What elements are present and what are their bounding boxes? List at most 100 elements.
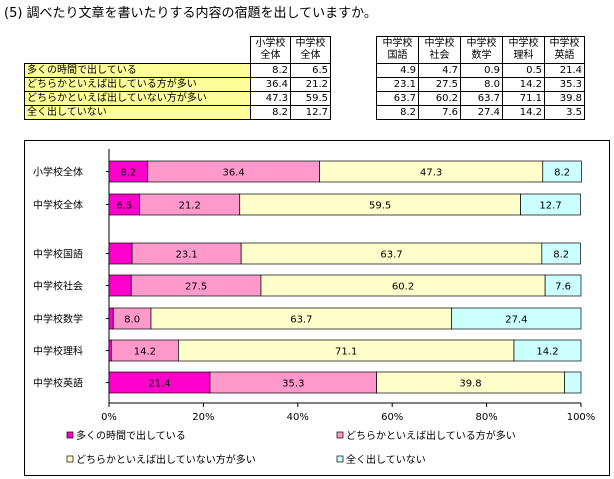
data-label: 8.2 xyxy=(553,250,569,261)
bar-segment xyxy=(544,274,582,297)
bar-segment xyxy=(451,307,582,330)
table-cell: 47.3 xyxy=(250,91,291,106)
column-header: 中学校 理科 xyxy=(502,36,545,64)
row-label: 多くの時間で出している xyxy=(24,63,251,78)
data-label: 8.0 xyxy=(124,315,140,326)
table-row: 多くの時間で出している 8.2 6.5 4.9 4.7 0.9 0.5 21.4 xyxy=(24,63,585,78)
column-header: 中学校 数学 xyxy=(460,36,503,64)
table-cell: 8.2 xyxy=(250,63,291,78)
data-label: 47.3 xyxy=(420,168,442,179)
table-cell: 8.2 xyxy=(376,105,419,120)
table-row: どちらかといえば出していない方が多い 47.3 59.5 63.7 60.2 6… xyxy=(24,91,585,106)
bar-segment xyxy=(520,193,581,216)
category-label: 中学校国語 xyxy=(33,248,83,261)
data-label: 23.1 xyxy=(176,250,198,261)
x-tick-label: 80% xyxy=(475,412,497,423)
row-label: 全く出していない xyxy=(24,105,251,120)
question-title: (5) 調べたり文章を書いたりする内容の宿題を出していますか。 xyxy=(4,6,377,21)
legend-swatch xyxy=(336,455,344,463)
table-cell: 8.0 xyxy=(460,77,503,92)
bar-segment xyxy=(108,242,133,265)
bar-segment xyxy=(108,339,112,362)
column-gap xyxy=(330,77,377,92)
data-label: 14.2 xyxy=(536,347,558,358)
data-label: 39.8 xyxy=(459,379,481,390)
x-tick-label: 60% xyxy=(381,412,403,423)
table-cell: 36.4 xyxy=(250,77,291,92)
column-header: 小学校 全体 xyxy=(250,36,291,64)
table-cell: 0.5 xyxy=(502,63,545,78)
column-header: 中学校 英語 xyxy=(544,36,585,64)
legend-label: 多くの時間で出している xyxy=(76,429,186,442)
bar-segment xyxy=(108,274,132,297)
data-label: 59.5 xyxy=(369,201,391,212)
column-gap xyxy=(330,105,377,120)
bar-segment xyxy=(542,160,582,183)
category-label: 中学校理科 xyxy=(33,345,83,358)
x-tick-label: 0% xyxy=(101,412,117,423)
x-tick-label: 100% xyxy=(567,412,596,423)
column-gap xyxy=(330,63,377,78)
table-cell: 21.2 xyxy=(290,77,331,92)
data-label: 21.4 xyxy=(148,379,170,390)
table-cell: 8.2 xyxy=(250,105,291,120)
table-cell: 0.9 xyxy=(460,63,503,78)
table-cell: 21.4 xyxy=(544,63,585,78)
table-cell: 23.1 xyxy=(376,77,419,92)
data-label: 63.7 xyxy=(380,250,402,261)
bar-segment xyxy=(108,307,114,330)
table-row: どちらかといえば出している方が多い 36.4 21.2 23.1 27.5 8.… xyxy=(24,77,585,92)
category-label: 中学校数学 xyxy=(33,313,83,326)
column-header: 中学校 国語 xyxy=(376,36,419,64)
table-cell: 14.2 xyxy=(502,105,545,120)
data-label: 60.2 xyxy=(392,282,414,293)
table-cell: 71.1 xyxy=(502,91,545,106)
bar-segment xyxy=(513,339,582,362)
data-label: 71.1 xyxy=(335,347,357,358)
legend-swatch xyxy=(66,431,74,439)
category-label: 中学校全体 xyxy=(33,199,83,212)
table-cell: 63.7 xyxy=(460,91,503,106)
data-label: 27.5 xyxy=(185,282,207,293)
table-cell: 39.8 xyxy=(544,91,585,106)
x-tick-label: 20% xyxy=(192,412,214,423)
data-label: 35.3 xyxy=(282,379,304,390)
table-cell: 35.3 xyxy=(544,77,585,92)
table-cell: 7.6 xyxy=(418,105,461,120)
table-header-row: 小学校 全体 中学校 全体 中学校 国語 中学校 社会 中学校 数学 中学校 理科 中学校英… xyxy=(24,36,585,64)
legend-label: 全く出していない xyxy=(346,453,426,466)
table-cell: 63.7 xyxy=(376,91,419,106)
table-cell: 4.7 xyxy=(418,63,461,78)
legend-swatch xyxy=(66,455,74,463)
bar-segment xyxy=(564,371,582,394)
column-header: 中学校 全体 xyxy=(290,36,331,64)
category-label: 中学校英語 xyxy=(33,377,83,390)
data-label: 7.6 xyxy=(555,282,571,293)
table-cell: 59.5 xyxy=(290,91,331,106)
data-label: 14.2 xyxy=(134,347,156,358)
data-label: 36.4 xyxy=(222,168,244,179)
table-cell: 4.9 xyxy=(376,63,419,78)
table-cell: 27.4 xyxy=(460,105,503,120)
table-cell: 6.5 xyxy=(290,63,331,78)
table-cell: 3.5 xyxy=(544,105,585,120)
legend-swatch xyxy=(336,431,344,439)
row-label: どちらかといえば出している方が多い xyxy=(24,77,251,92)
bar-segment xyxy=(541,242,581,265)
table-cell: 60.2 xyxy=(418,91,461,106)
table-cell: 12.7 xyxy=(290,105,331,120)
data-label: 27.4 xyxy=(505,315,527,326)
row-label: どちらかといえば出していない方が多い xyxy=(24,91,251,106)
chart-frame: 0% 20% 40% 60% 80% 100% 小学校全体 8.2 36.4 47.3 8.2 中学校… xyxy=(24,140,610,476)
stacked-bar-chart: 0% 20% 40% 60% 80% 100% 小学校全体 8.2 36.4 47.3 8.2 中学校… xyxy=(33,149,596,466)
legend-label: どちらかといえば出していない方が多い xyxy=(76,453,256,466)
data-table: 小学校 全体 中学校 全体 中学校 国語 中学校 社会 中学校 数学 中学校 理科 中学校英… xyxy=(24,36,585,120)
column-header: 中学校 社会 xyxy=(418,36,461,64)
data-label: 21.2 xyxy=(179,201,201,212)
data-label: 63.7 xyxy=(290,315,312,326)
table-row: 全く出していない 8.2 12.7 8.2 7.6 27.4 14.2 3.5 xyxy=(24,105,585,120)
data-label: 6.5 xyxy=(116,201,132,212)
table-cell: 27.5 xyxy=(418,77,461,92)
x-tick-label: 40% xyxy=(287,412,309,423)
data-label: 8.2 xyxy=(554,168,570,179)
